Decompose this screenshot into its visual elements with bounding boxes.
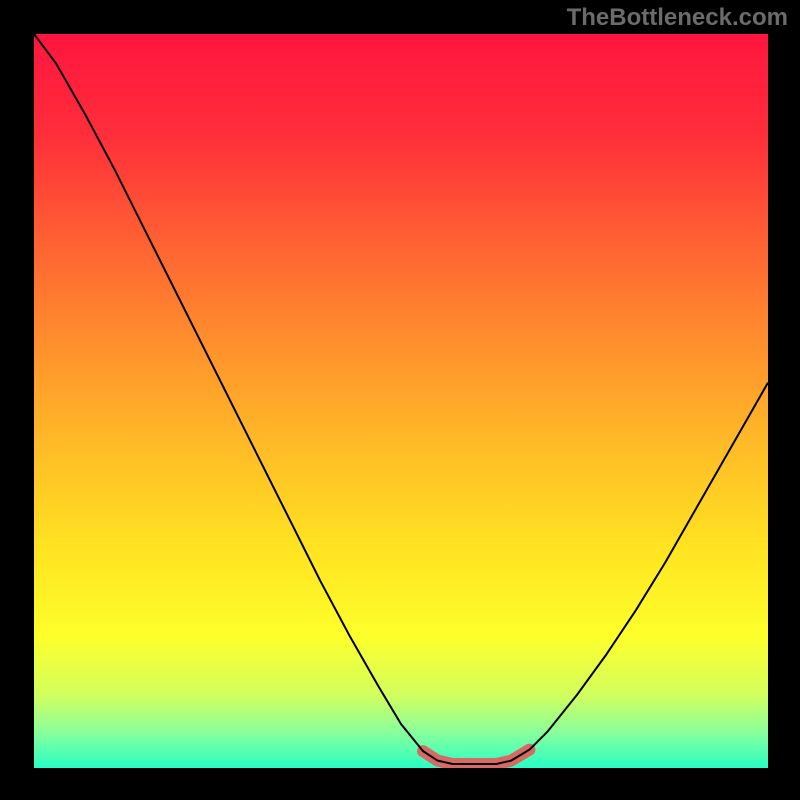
- watermark-text: TheBottleneck.com: [567, 4, 788, 32]
- gradient-background: [34, 34, 768, 768]
- bottleneck-chart: [34, 34, 768, 768]
- chart-container: TheBottleneck.com: [0, 0, 800, 800]
